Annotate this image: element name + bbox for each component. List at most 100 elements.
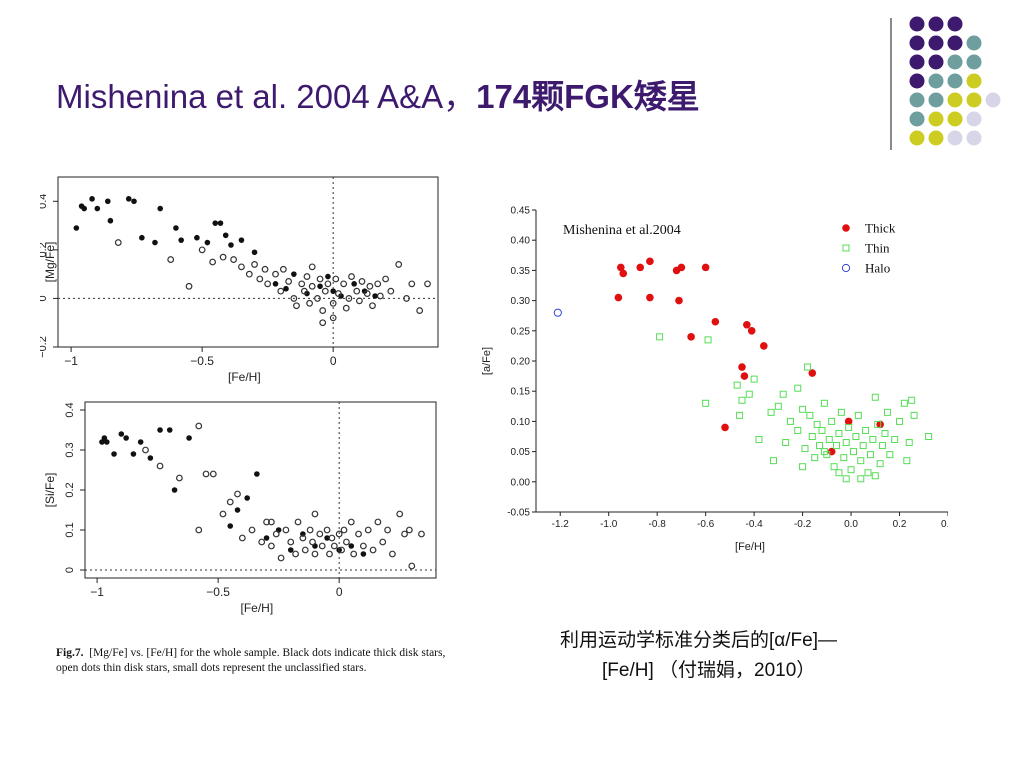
thin-point	[755, 436, 763, 444]
thick-disk-point	[361, 288, 368, 294]
thin-disk-point	[403, 295, 410, 302]
thin-disk-point	[300, 287, 308, 295]
thin-disk-point	[340, 280, 348, 288]
thin-point	[833, 442, 841, 450]
thin-point	[869, 436, 877, 444]
thick-disk-point	[130, 451, 137, 457]
thin-disk-point	[285, 278, 293, 285]
legend-label-thick: Thick	[865, 221, 896, 236]
thin-disk-point	[374, 518, 382, 526]
thick-disk-point	[251, 249, 258, 256]
thin-disk-point	[332, 275, 340, 283]
thin-point	[866, 451, 874, 459]
thin-disk-point	[234, 490, 241, 498]
decorative-dot	[966, 54, 982, 70]
thin-disk-point	[324, 280, 332, 288]
decorative-dot	[947, 35, 963, 51]
thick-disk-point	[173, 225, 179, 231]
thin-point	[820, 448, 828, 456]
thick-point	[760, 342, 768, 350]
thick-disk-point	[283, 285, 289, 292]
thin-point	[925, 433, 933, 440]
decorative-dot	[947, 73, 963, 89]
x-tick-label: 0.2	[893, 519, 907, 530]
thin-disk-point	[363, 290, 371, 297]
thick-disk-point	[171, 487, 178, 493]
thick-disk-point	[351, 281, 357, 287]
thick-disk-point	[234, 507, 241, 513]
halo-point	[553, 308, 562, 317]
x-tick-label: -0.4	[746, 519, 764, 530]
thin-point	[806, 411, 814, 419]
decorative-dot	[909, 73, 925, 89]
y-tick-label: 0	[40, 295, 49, 301]
thin-disk-point	[219, 510, 227, 518]
thin-disk-point	[343, 538, 350, 546]
thin-disk-point	[209, 258, 217, 266]
thick-disk-point	[317, 283, 323, 290]
thin-disk-point	[408, 562, 416, 570]
thin-point	[803, 363, 811, 371]
decorative-dot	[928, 92, 944, 108]
decorative-dot	[947, 92, 963, 108]
thin-disk-point	[359, 542, 367, 550]
thin-disk-point	[303, 273, 311, 280]
figure-caption: Fig.7. [Mg/Fe] vs. [Fe/H] for the whole …	[56, 646, 446, 676]
y-tick-label: 0.25	[511, 326, 531, 337]
thin-disk-point	[376, 292, 384, 300]
thin-disk-point	[326, 550, 333, 558]
thin-point	[835, 469, 843, 477]
thin-point	[896, 417, 904, 425]
thin-point	[857, 457, 865, 465]
thin-disk-point	[279, 265, 287, 273]
slide-title: Mishenina et al. 2004 A&A，174颗FGK矮星	[56, 70, 700, 118]
thin-point	[801, 445, 809, 453]
thin-point	[794, 384, 802, 392]
x-tick-label: -0.6	[697, 519, 715, 530]
thin-disk-point	[424, 280, 431, 288]
thin-disk-point	[382, 275, 389, 283]
thin-disk-point	[156, 462, 164, 470]
thin-point	[813, 420, 821, 428]
x-tick-label: −0.5	[190, 354, 214, 368]
thin-point	[871, 472, 879, 480]
thin-disk-point	[238, 263, 245, 271]
x-tick-label: 0	[330, 354, 337, 368]
thick-point	[614, 293, 623, 302]
thin-disk-point	[238, 534, 246, 542]
thin-point	[808, 433, 816, 440]
thin-disk-point	[264, 280, 272, 288]
thick-disk-point	[372, 293, 378, 299]
thick-point	[738, 363, 746, 371]
si-fe-chart: −1 −0.5 0 0 0.1 0.2 0.3 0.4 [Fe/H] [Si/Fe]	[43, 401, 437, 615]
thin-disk-point	[405, 526, 413, 534]
thick-point	[844, 417, 853, 426]
thin-disk-point	[311, 510, 319, 518]
thin-disk-point	[319, 319, 327, 327]
y-tick-label: 0.35	[511, 266, 531, 277]
decorative-dot	[966, 35, 982, 51]
thin-disk-point	[308, 263, 316, 271]
thick-disk-point	[304, 290, 310, 297]
thin-disk-point	[316, 530, 324, 538]
thin-disk-point	[323, 526, 331, 534]
decorative-dot	[909, 35, 925, 51]
thin-disk-point	[167, 256, 175, 263]
chart-title: Mishenina et al.2004	[563, 223, 681, 238]
thin-disk-point	[408, 280, 416, 288]
thin-disk-point	[369, 302, 376, 310]
thick-disk-point	[103, 439, 110, 445]
y-tick-label: 0.20	[511, 357, 531, 368]
thin-point	[704, 336, 712, 344]
decorative-dot	[985, 92, 1001, 108]
x-tick-label: −1	[64, 354, 78, 368]
thick-disk-point	[104, 198, 111, 205]
thin-point	[852, 433, 860, 440]
thick-point	[687, 333, 695, 341]
thin-point	[862, 426, 870, 434]
legend-label-halo: Halo	[865, 261, 890, 276]
thick-disk-point	[222, 232, 229, 239]
thin-disk-point	[335, 530, 343, 538]
thin-disk-point	[374, 280, 382, 288]
thick-disk-point	[324, 535, 330, 541]
